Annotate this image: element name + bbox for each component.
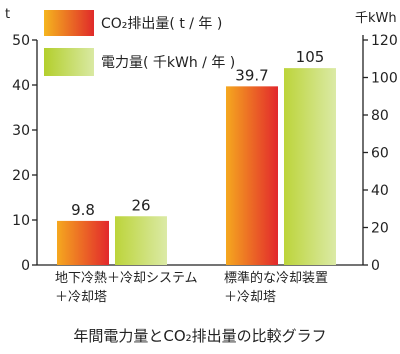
category-label-1-line-0: 標準的な冷却装置 — [224, 270, 328, 286]
legend-label-co2: CO₂排出量( t / 年 ) — [101, 16, 222, 32]
legend-label-power: 電力量( 千kWh / 年 ) — [101, 55, 235, 71]
legend: CO₂排出量( t / 年 ) 電力量( 千kWh / 年 ) — [44, 10, 235, 76]
left-tick-label-1: 10 — [12, 213, 30, 229]
right-tick-label-6: 120 — [371, 33, 398, 49]
value-label-power-1: 105 — [296, 48, 325, 66]
bar-co2-1 — [226, 86, 278, 265]
legend-swatch-co2 — [44, 10, 94, 36]
value-label-co2-0: 9.8 — [71, 201, 95, 219]
right-tick-label-2: 40 — [371, 183, 389, 199]
right-axis-unit: 千kWh — [355, 11, 397, 26]
left-axis-unit: t — [5, 7, 10, 22]
right-tick-label-3: 60 — [371, 146, 389, 162]
legend-swatch-power — [44, 48, 94, 76]
value-labels-group: 9.8 26 39.7 105 — [71, 48, 324, 219]
bar-power-0 — [115, 216, 167, 265]
left-tick-label-2: 20 — [12, 168, 30, 184]
left-axis-ticks: 0 10 20 30 40 50 — [12, 33, 37, 274]
left-tick-label-0: 0 — [21, 258, 30, 274]
category-label-0-line-1: ＋冷却塔 — [55, 290, 107, 305]
left-tick-label-5: 50 — [12, 33, 30, 49]
right-axis-ticks: 0 20 40 60 80 100 120 — [363, 33, 398, 274]
right-tick-label-0: 0 — [371, 258, 380, 274]
right-tick-label-1: 20 — [371, 221, 389, 237]
chart-title: 年間電力量とCO₂排出量の比較グラフ — [73, 327, 326, 345]
right-tick-label-5: 100 — [371, 71, 398, 87]
left-tick-label-3: 30 — [12, 123, 30, 139]
value-label-co2-1: 39.7 — [235, 66, 268, 84]
value-label-power-0: 26 — [131, 196, 150, 214]
left-tick-label-4: 40 — [12, 78, 30, 94]
bars-group — [57, 68, 336, 265]
bar-power-1 — [284, 68, 336, 265]
bar-co2-0 — [57, 220, 109, 265]
category-label-1-line-1: ＋冷却塔 — [224, 290, 276, 305]
category-labels-group: 地下冷熱＋冷却システム ＋冷却塔 標準的な冷却装置 ＋冷却塔 — [55, 270, 328, 305]
category-label-0-line-0: 地下冷熱＋冷却システム — [55, 271, 198, 286]
right-tick-label-4: 80 — [371, 108, 389, 124]
